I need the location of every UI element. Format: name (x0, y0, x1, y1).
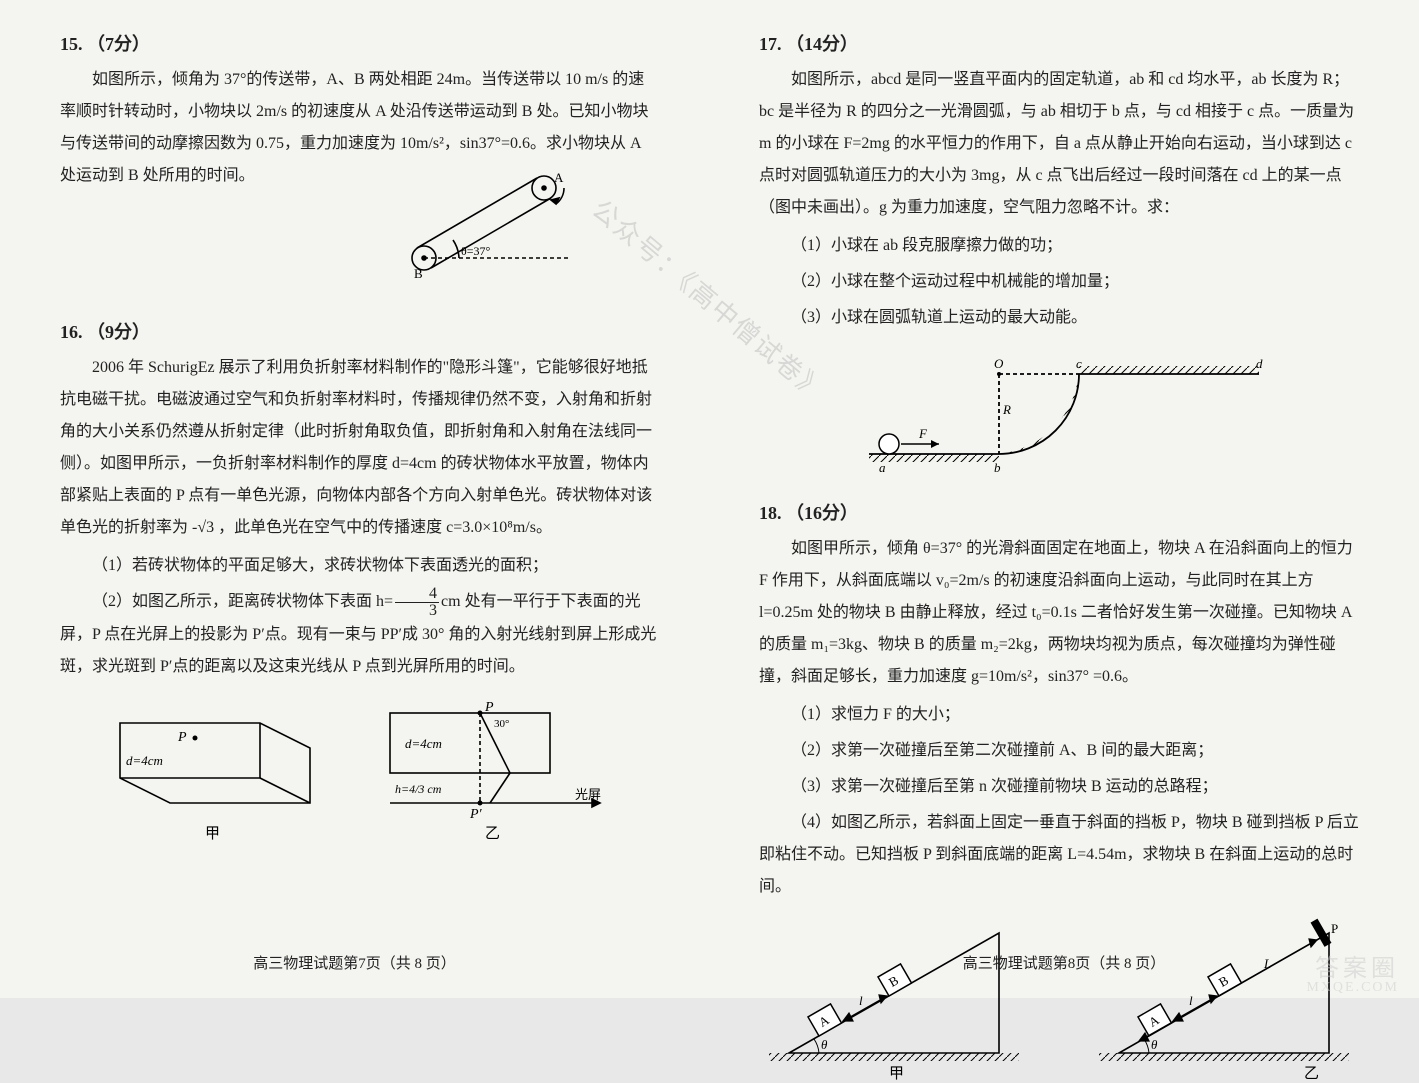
q18-fig2-cap: 乙 (1304, 1066, 1319, 1082)
q18-fig1-l: l (859, 993, 863, 1008)
q17-fig-R: R (1002, 402, 1011, 417)
q16-s2: （2）如图乙所示，距离砖状物体下表面 h=43cm 处有一平行于下表面的光屏，P… (60, 586, 659, 683)
q16-fig-1: P d=4cm 甲 (100, 693, 330, 853)
q16-figure: P d=4cm 甲 P 30° (100, 693, 659, 853)
q17-s3: （3）小球在圆弧轨道上运动的最大动能。 (759, 302, 1359, 334)
q17-fig-F: F (918, 426, 928, 441)
q17-number: 17. （14分） (759, 30, 1359, 56)
q15-number: 15. （7分） (60, 30, 659, 56)
q18-fig2-l: l (1189, 993, 1193, 1008)
q16-fig-d: d=4cm (126, 753, 163, 768)
q16-frac: 43 (395, 586, 439, 619)
q15-fig-A: A (554, 170, 564, 185)
q17-s2: （2）小球在整个运动过程中机械能的增加量； (759, 266, 1359, 298)
watermark-url: MXQE.COM (1306, 980, 1399, 996)
q16-s2a: （2）如图乙所示，距离砖状物体下表面 h= (92, 593, 393, 610)
q15-num: 15. (60, 34, 83, 54)
q18-s1: （1）求恒力 F 的大小； (759, 699, 1359, 731)
q17-figure: O c d a b F R (759, 344, 1359, 479)
q18-fig2-theta: θ (1151, 1037, 1158, 1052)
q18-body: 如图甲所示，倾角 θ=37° 的光滑斜面固定在地面上，物块 A 在沿斜面向上的恒… (759, 533, 1359, 693)
question-17: 17. （14分） 如图所示，abcd 是同一竖直平面内的固定轨道，ab 和 c… (759, 30, 1359, 479)
q18-s3: （3）求第一次碰撞后至第 n 次碰撞前物块 B 运动的总路程； (759, 771, 1359, 803)
q18-s4: （4）如图乙所示，若斜面上固定一垂直于斜面的挡板 P，物块 B 碰到挡板 P 后… (759, 807, 1359, 903)
q18-number: 18. （16分） (759, 499, 1359, 525)
q17-fig-c: c (1076, 356, 1082, 371)
question-16: 16. （9分） 2006 年 SchurigEz 展示了利用负折射率材料制作的… (60, 318, 659, 853)
footer-right: 高三物理试题第8页（共 8 页） (709, 952, 1419, 973)
q17-fig-a: a (879, 460, 886, 474)
q18-fig-1: A B l θ 甲 (759, 913, 1029, 1083)
q16-fig-P: P (177, 730, 187, 745)
q16-points: （9分） (87, 322, 150, 342)
q15-points: （7分） (87, 34, 150, 54)
q18-fig2-P: P (1331, 921, 1338, 936)
q16-fig-screen: 光屏 (575, 787, 601, 802)
q18-fig1-theta: θ (821, 1037, 828, 1052)
question-18: 18. （16分） 如图甲所示，倾角 θ=37° 的光滑斜面固定在地面上，物块 … (759, 499, 1359, 1083)
q18-points: （16分） (786, 503, 858, 523)
q15-fig-theta: θ=37° (461, 244, 491, 258)
q16-s1: （1）若砖状物体的平面足够大，求砖状物体下表面透光的面积； (60, 550, 659, 582)
q17-fig-O: O (994, 356, 1004, 371)
q18-figure: A B l θ 甲 (759, 913, 1359, 1083)
q17-s1: （1）小球在 ab 段克服摩擦力做的功； (759, 230, 1359, 262)
footer-left: 高三物理试题第7页（共 8 页） (0, 952, 709, 973)
watermark-corner: 答案圈 (1315, 948, 1399, 983)
q15-fig-B: B (414, 266, 423, 280)
question-15: 15. （7分） 如图所示，倾角为 37°的传送带，A、B 两处相距 24m。当… (60, 30, 659, 192)
q17-fig-d: d (1256, 356, 1263, 371)
q18-s2: （2）求第一次碰撞后至第二次碰撞前 A、B 间的最大距离； (759, 735, 1359, 767)
q16-fig-h: h=4/3 cm (395, 782, 442, 796)
q16-fig-cap1: 甲 (205, 826, 220, 842)
q16-frac-den: 3 (395, 603, 439, 619)
q16-fig-Pp: P′ (469, 807, 483, 822)
q18-num: 18. (759, 503, 782, 523)
q15-figure: A B θ=37° (389, 170, 589, 280)
q16-fig-cap2: 乙 (485, 826, 500, 842)
q16-fig-ang: 30° (494, 718, 509, 730)
q17-num: 17. (759, 34, 782, 54)
q16-fig-d2: d=4cm (405, 736, 442, 751)
q16-frac-num: 4 (395, 586, 439, 603)
q16-num: 16. (60, 322, 83, 342)
page-7: 15. （7分） 如图所示，倾角为 37°的传送带，A、B 两处相距 24m。当… (0, 0, 709, 998)
page-8: 17. （14分） 如图所示，abcd 是同一竖直平面内的固定轨道，ab 和 c… (709, 0, 1419, 998)
page-spread: 15. （7分） 如图所示，倾角为 37°的传送带，A、B 两处相距 24m。当… (0, 0, 1419, 998)
q17-points: （14分） (786, 34, 858, 54)
q17-fig-b: b (994, 460, 1001, 474)
q18-fig1-cap: 甲 (889, 1066, 904, 1082)
q16-body: 2006 年 SchurigEz 展示了利用负折射率材料制作的"隐形斗篷"，它能… (60, 352, 659, 544)
q16-fig-P2: P (484, 700, 494, 715)
q18-fig-2: A B P (1089, 913, 1359, 1083)
q16-fig-2: P 30° d=4cm h=4/3 cm P′ 光屏 乙 (370, 693, 620, 853)
q16-number: 16. （9分） (60, 318, 659, 344)
q17-body: 如图所示，abcd 是同一竖直平面内的固定轨道，ab 和 cd 均水平，ab 长… (759, 64, 1359, 224)
